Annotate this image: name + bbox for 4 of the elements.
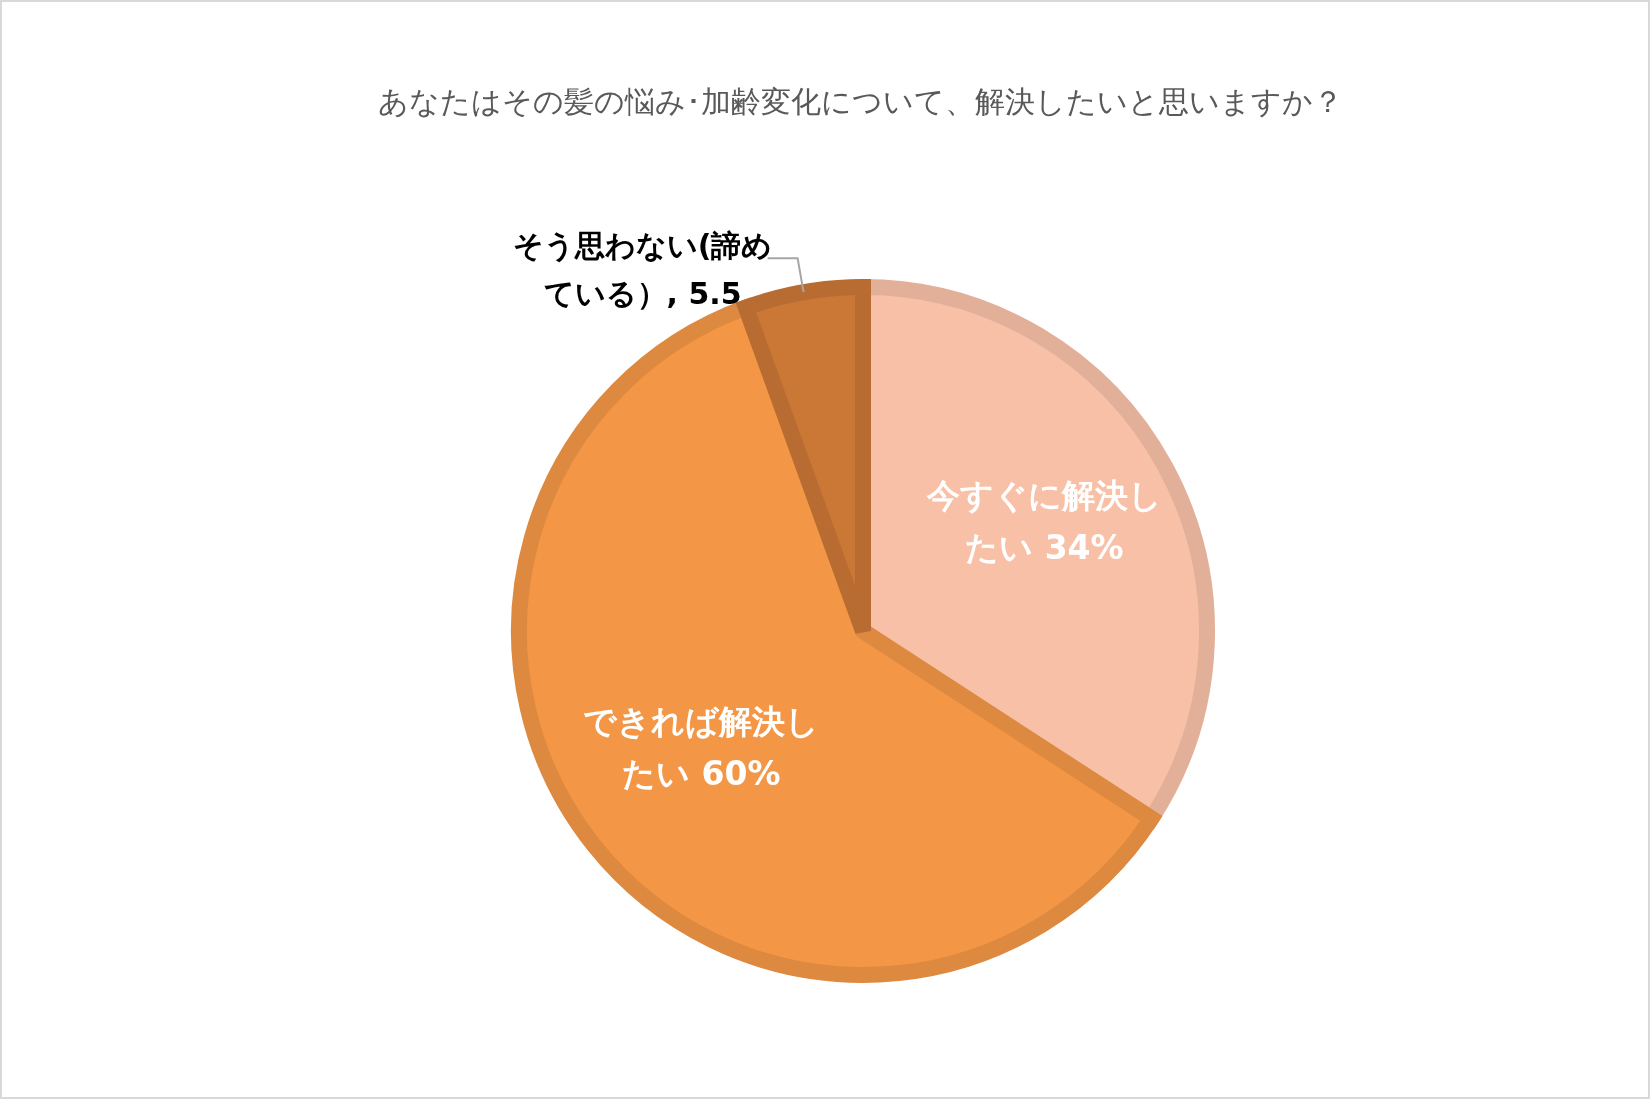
slice-label: そう思わない(諦めている）, 5.5 <box>512 228 773 312</box>
chart-title: あなたはその髪の悩み･加齢変化について、解決したいと思いますか？ <box>377 84 1343 119</box>
slice-label: 今すぐに解決したい 34% <box>925 475 1162 567</box>
slice-label: できれば解決したい 60% <box>583 702 820 794</box>
